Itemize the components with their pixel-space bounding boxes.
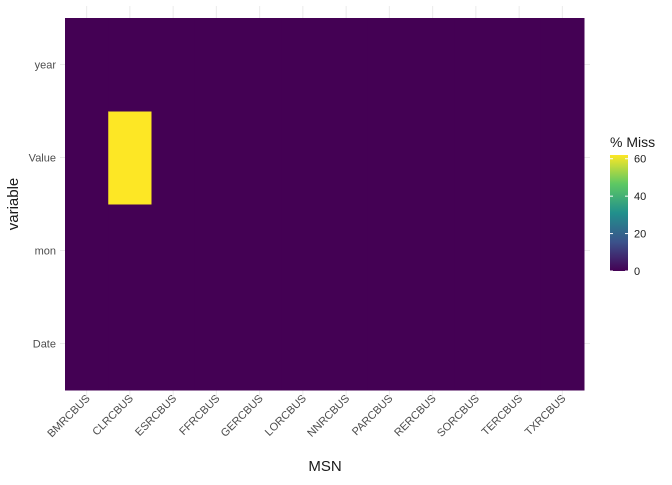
x-tick-label-sorcbus: SORCBUS	[435, 393, 482, 440]
x-axis-title: MSN	[308, 458, 341, 475]
heatmap-cell-nnrcbus-year	[324, 18, 369, 112]
heatmap-cell-clrcbus-year	[108, 18, 152, 112]
heatmap-cell-sorcbus-mon	[454, 204, 498, 298]
heatmap-cell-tercbus-date	[497, 297, 542, 391]
y-tick-label-mon: mon	[35, 246, 56, 258]
heatmap-cell-esrcbus-mon	[151, 204, 196, 298]
heatmap-cell-bmrcbus-year	[65, 18, 109, 112]
x-tick-label-nnrcbus: NNRCBUS	[305, 393, 352, 440]
heatmap-cell-sorcbus-value	[454, 111, 498, 205]
heatmap-cell-gercbus-mon	[238, 204, 282, 298]
heatmap-cell-tercbus-value	[497, 111, 542, 205]
x-tick-label-rercbus: RERCBUS	[392, 393, 439, 440]
y-axis: Date mon Value year	[29, 60, 57, 351]
heatmap-cell-txrcbus-value	[540, 111, 585, 205]
heatmap-cell-esrcbus-year	[151, 18, 196, 112]
heatmap-cell-clrcbus-value	[108, 111, 152, 205]
heatmap-cell-parcbus-value	[367, 111, 412, 205]
x-axis: BMRCBUSCLRCBUSESRCBUSFFRCBUSGERCBUSLORCB…	[45, 393, 568, 440]
heatmap-cell-nnrcbus-value	[324, 111, 369, 205]
heatmap-cell-tercbus-mon	[497, 204, 542, 298]
legend-title: % Miss	[610, 134, 655, 150]
heatmap-cell-bmrcbus-mon	[65, 204, 109, 298]
x-tick-label-txrcbus: TXRCBUS	[523, 393, 569, 439]
heatmap-cell-bmrcbus-value	[65, 111, 109, 205]
heatmap-cell-gercbus-date	[238, 297, 282, 391]
heatmap-cell-bmrcbus-date	[65, 297, 109, 391]
y-axis-title: variable	[5, 178, 22, 231]
heatmap-cell-clrcbus-mon	[108, 204, 152, 298]
y-tick-label-year: year	[35, 60, 57, 72]
y-tick-label-value: Value	[29, 153, 56, 165]
heatmap-cell-lorcbus-year	[281, 18, 325, 112]
legend-tick-label-40: 40	[634, 191, 646, 203]
heatmap-cell-ffrcbus-year	[194, 18, 239, 112]
heatmap-cells	[65, 18, 585, 391]
heatmap-cell-parcbus-date	[367, 297, 412, 391]
heatmap-cell-tercbus-year	[497, 18, 542, 112]
legend-tick-label-60: 60	[634, 154, 646, 166]
heatmap-cell-parcbus-mon	[367, 204, 412, 298]
heatmap-cell-rercbus-value	[411, 111, 455, 205]
y-tick-label-date: Date	[33, 339, 56, 351]
legend-tick-label-20: 20	[634, 229, 646, 241]
heatmap-cell-sorcbus-year	[454, 18, 498, 112]
color-legend: % Miss 0 20 40 60	[610, 134, 655, 278]
heatmap-cell-ffrcbus-value	[194, 111, 239, 205]
x-tick-label-bmrcbus: BMRCBUS	[45, 393, 92, 440]
x-tick-label-tercbus: TERCBUS	[480, 393, 526, 439]
heatmap-cell-clrcbus-date	[108, 297, 152, 391]
heatmap-cell-txrcbus-mon	[540, 204, 585, 298]
x-tick-label-esrcbus: ESRCBUS	[133, 393, 179, 439]
heatmap-cell-nnrcbus-mon	[324, 204, 369, 298]
heatmap-cell-esrcbus-date	[151, 297, 196, 391]
heatmap-cell-lorcbus-date	[281, 297, 325, 391]
heatmap-cell-txrcbus-year	[540, 18, 585, 112]
x-tick-label-clrcbus: CLRCBUS	[90, 393, 136, 439]
legend-tick-label-0: 0	[634, 266, 640, 278]
heatmap-cell-rercbus-year	[411, 18, 455, 112]
heatmap-cell-lorcbus-mon	[281, 204, 325, 298]
heatmap-cell-rercbus-date	[411, 297, 455, 391]
x-tick-label-parcbus: PARCBUS	[350, 393, 396, 439]
heatmap-cell-esrcbus-value	[151, 111, 196, 205]
heatmap-cell-nnrcbus-date	[324, 297, 369, 391]
heatmap-cell-ffrcbus-date	[194, 297, 239, 391]
heatmap-cell-parcbus-year	[367, 18, 412, 112]
heatmap-cell-sorcbus-date	[454, 297, 498, 391]
heatmap-cell-rercbus-mon	[411, 204, 455, 298]
heatmap-cell-gercbus-value	[238, 111, 282, 205]
heatmap-cell-txrcbus-date	[540, 297, 585, 391]
heatmap-cell-gercbus-year	[238, 18, 282, 112]
x-tick-label-ffrcbus: FFRCBUS	[177, 393, 222, 438]
legend-colorbar	[610, 155, 628, 271]
heatmap-cell-lorcbus-value	[281, 111, 325, 205]
x-tick-label-lorcbus: LORCBUS	[263, 393, 309, 439]
x-tick-label-gercbus: GERCBUS	[219, 393, 266, 440]
heatmap-cell-ffrcbus-mon	[194, 204, 239, 298]
